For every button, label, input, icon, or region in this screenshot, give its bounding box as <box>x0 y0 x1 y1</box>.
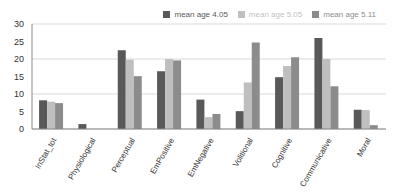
svg-text:25: 25 <box>14 37 24 47</box>
html-text:mean age 5.11: mean age 5.11 <box>323 10 376 19</box>
svg-text:10: 10 <box>14 89 24 99</box>
svg-text:Moral: Moral <box>355 136 373 158</box>
html-text:mean age 4.05: mean age 4.05 <box>174 10 228 19</box>
svg-text:Physiological: Physiological <box>67 136 98 181</box>
svg-text:Volitional: Volitional <box>231 136 255 168</box>
svg-text:0: 0 <box>19 124 24 134</box>
svg-text:Communicative: Communicative <box>298 136 334 187</box>
svg-text:30: 30 <box>14 19 24 29</box>
svg-text:5: 5 <box>19 107 24 117</box>
svg-text:20: 20 <box>14 54 24 64</box>
svg-text:EmNegative: EmNegative <box>186 136 216 179</box>
svg-text:Cognitive: Cognitive <box>270 136 295 170</box>
html-text:mean age 5.05: mean age 5.05 <box>248 10 303 19</box>
svg-text:InStat_tot: InStat_tot <box>33 136 58 171</box>
svg-text:15: 15 <box>14 72 24 82</box>
svg-text:EmPositive: EmPositive <box>149 136 177 176</box>
svg-text:Perceptual: Perceptual <box>110 136 137 174</box>
